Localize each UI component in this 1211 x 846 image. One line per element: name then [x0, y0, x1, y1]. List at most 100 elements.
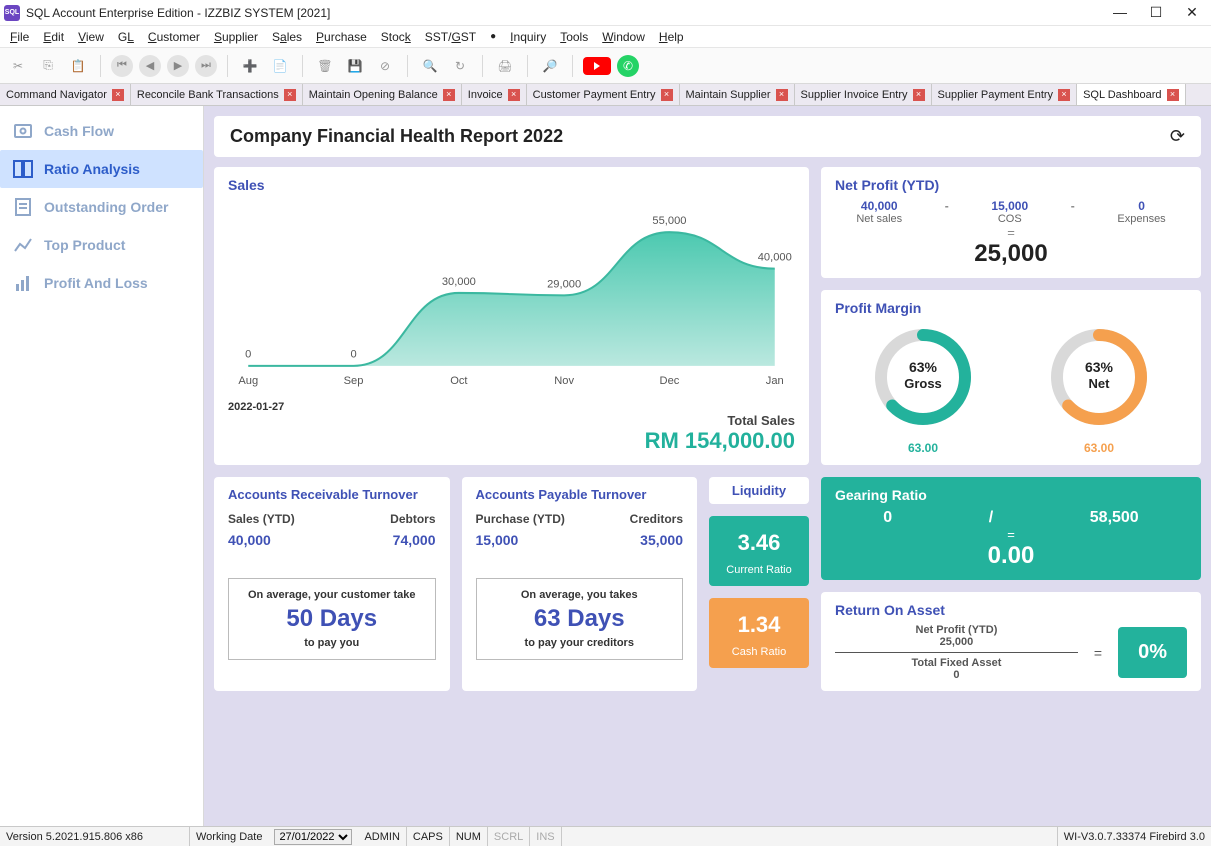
- toolbar-separator: [407, 55, 408, 77]
- menu-window[interactable]: Window: [602, 30, 645, 44]
- close-icon[interactable]: ×: [284, 89, 296, 101]
- maximize-button[interactable]: ☐: [1149, 4, 1163, 21]
- ap-right-header: Creditors: [630, 512, 683, 526]
- minus-1: -: [945, 199, 949, 225]
- svg-text:Net: Net: [1089, 376, 1111, 391]
- search-icon[interactable]: 🔍: [418, 54, 442, 78]
- save-icon[interactable]: 💾: [343, 54, 367, 78]
- youtube-icon[interactable]: [583, 57, 611, 75]
- print-icon[interactable]: 🖨: [493, 54, 517, 78]
- nav-last-icon[interactable]: ⏭: [195, 55, 217, 77]
- edit-icon[interactable]: 📄: [268, 54, 292, 78]
- menu-view[interactable]: View: [78, 30, 104, 44]
- tab-label: Invoice: [468, 89, 503, 101]
- close-icon[interactable]: ×: [1167, 89, 1179, 101]
- toolbar-separator: [227, 55, 228, 77]
- svg-text:30,000: 30,000: [442, 276, 476, 288]
- tab-reconcile-bank-transactions[interactable]: Reconcile Bank Transactions ×: [131, 84, 303, 105]
- sidebar: Cash FlowRatio AnalysisOutstanding Order…: [0, 106, 204, 826]
- nav-first-icon[interactable]: ⏮: [111, 55, 133, 77]
- tab-supplier-payment-entry[interactable]: Supplier Payment Entry×: [932, 84, 1078, 105]
- close-icon[interactable]: ×: [508, 89, 520, 101]
- menu-inquiry[interactable]: Inquiry: [510, 30, 546, 44]
- tab-label: Reconcile Bank Transactions: [137, 89, 279, 101]
- tab-invoice[interactable]: Invoice ×: [462, 84, 527, 105]
- svg-text:40,000: 40,000: [758, 252, 792, 264]
- copy-icon[interactable]: ⎘: [36, 54, 60, 78]
- close-icon[interactable]: ×: [776, 89, 788, 101]
- tab-sql-dashboard[interactable]: SQL Dashboard×: [1077, 84, 1185, 105]
- cut-icon[interactable]: ✂: [6, 54, 30, 78]
- menu-customer[interactable]: Customer: [148, 30, 200, 44]
- tab-maintain-opening-balance[interactable]: Maintain Opening Balance×: [303, 84, 462, 105]
- cos-block: 15,000 COS: [991, 199, 1028, 225]
- expenses-value: 0: [1117, 199, 1165, 213]
- svg-text:63%: 63%: [1085, 359, 1114, 375]
- gearing-title: Gearing Ratio: [835, 487, 1187, 503]
- cancel-icon[interactable]: ⊘: [373, 54, 397, 78]
- close-button[interactable]: ✕: [1185, 4, 1199, 21]
- menu-sst-gst[interactable]: SST/GST: [425, 30, 476, 44]
- roa-result-tile: 0%: [1118, 627, 1187, 678]
- gearing-result: 0.00: [835, 542, 1187, 570]
- order-icon: [12, 196, 34, 218]
- sidebar-item-ratio-analysis[interactable]: Ratio Analysis: [0, 150, 203, 188]
- menu-help[interactable]: Help: [659, 30, 684, 44]
- menu-purchase[interactable]: Purchase: [316, 30, 367, 44]
- close-icon[interactable]: ×: [112, 89, 124, 101]
- menu-sales[interactable]: Sales: [272, 30, 302, 44]
- toolbar: ✂ ⎘ 📋 ⏮ ◀ ▶ ⏭ ➕ 📄 🗑 💾 ⊘ 🔍 ↻ 🖨 🔎 ✆: [0, 48, 1211, 84]
- net-sales-label: Net sales: [856, 213, 902, 225]
- tab-command-navigator[interactable]: Command Navigator×: [0, 84, 131, 105]
- nav-next-icon[interactable]: ▶: [167, 55, 189, 77]
- menu-file[interactable]: File: [10, 30, 29, 44]
- menu-supplier[interactable]: Supplier: [214, 30, 258, 44]
- ap-turnover-card: Accounts Payable Turnover Purchase (YTD)…: [462, 477, 698, 691]
- gearing-ratio-card: Gearing Ratio 0 / 58,500 = 0.00: [821, 477, 1201, 580]
- ap-value-row: 15,000 35,000: [476, 532, 684, 548]
- menu-dot[interactable]: ●: [490, 31, 496, 42]
- delete-icon[interactable]: 🗑: [313, 54, 337, 78]
- liquidity-title-card: Liquidity: [709, 477, 809, 504]
- admin-cell: ADMIN: [358, 827, 406, 846]
- net-profit-title: Net Profit (YTD): [835, 177, 1187, 193]
- menu-gl[interactable]: GL: [118, 30, 134, 44]
- window-buttons: — ☐ ✕: [1113, 4, 1207, 21]
- sidebar-item-profit-and-loss[interactable]: Profit And Loss: [0, 264, 203, 302]
- menu-tools[interactable]: Tools: [560, 30, 588, 44]
- paste-icon[interactable]: 📋: [66, 54, 90, 78]
- tab-maintain-supplier[interactable]: Maintain Supplier×: [680, 84, 795, 105]
- close-icon[interactable]: ×: [1058, 89, 1070, 101]
- sidebar-item-outstanding-order[interactable]: Outstanding Order: [0, 188, 203, 226]
- menu-edit[interactable]: Edit: [43, 30, 64, 44]
- close-icon[interactable]: ×: [443, 89, 455, 101]
- close-icon[interactable]: ×: [661, 89, 673, 101]
- tab-supplier-invoice-entry[interactable]: Supplier Invoice Entry×: [795, 84, 932, 105]
- sidebar-item-cash-flow[interactable]: Cash Flow: [0, 112, 203, 150]
- minimize-button[interactable]: —: [1113, 4, 1127, 21]
- sales-chart: 0030,00029,00055,00040,000AugSepOctNovDe…: [228, 199, 795, 399]
- tab-customer-payment-entry[interactable]: Customer Payment Entry×: [527, 84, 680, 105]
- refresh-icon[interactable]: ⟳: [1170, 126, 1185, 147]
- sales-title: Sales: [228, 177, 795, 193]
- ar-left-header: Sales (YTD): [228, 512, 295, 526]
- nav-prev-icon[interactable]: ◀: [139, 55, 161, 77]
- working-date-select[interactable]: 27/01/2022: [268, 827, 358, 846]
- sidebar-item-top-product[interactable]: Top Product: [0, 226, 203, 264]
- close-icon[interactable]: ×: [913, 89, 925, 101]
- donut-value-label: 63.00: [1044, 441, 1154, 455]
- ar-avg-days: 50 Days: [235, 605, 429, 633]
- zoom-icon[interactable]: 🔎: [538, 54, 562, 78]
- current-ratio-value: 3.46: [713, 530, 805, 556]
- menu-stock[interactable]: Stock: [381, 30, 411, 44]
- refresh-icon[interactable]: ↻: [448, 54, 472, 78]
- ratio-icon: [12, 158, 34, 180]
- status-bar: Version 5.2021.915.806 x86 Working Date …: [0, 826, 1211, 846]
- right-status: WI-V3.0.7.33374 Firebird 3.0: [1057, 827, 1211, 846]
- svg-text:55,000: 55,000: [652, 215, 686, 227]
- new-icon[interactable]: ➕: [238, 54, 262, 78]
- ap-avg-box: On average, you takes 63 Days to pay you…: [476, 578, 684, 660]
- whatsapp-icon[interactable]: ✆: [617, 55, 639, 77]
- working-date-dropdown[interactable]: 27/01/2022: [274, 829, 352, 845]
- window-title: SQL Account Enterprise Edition - IZZBIZ …: [26, 6, 1113, 20]
